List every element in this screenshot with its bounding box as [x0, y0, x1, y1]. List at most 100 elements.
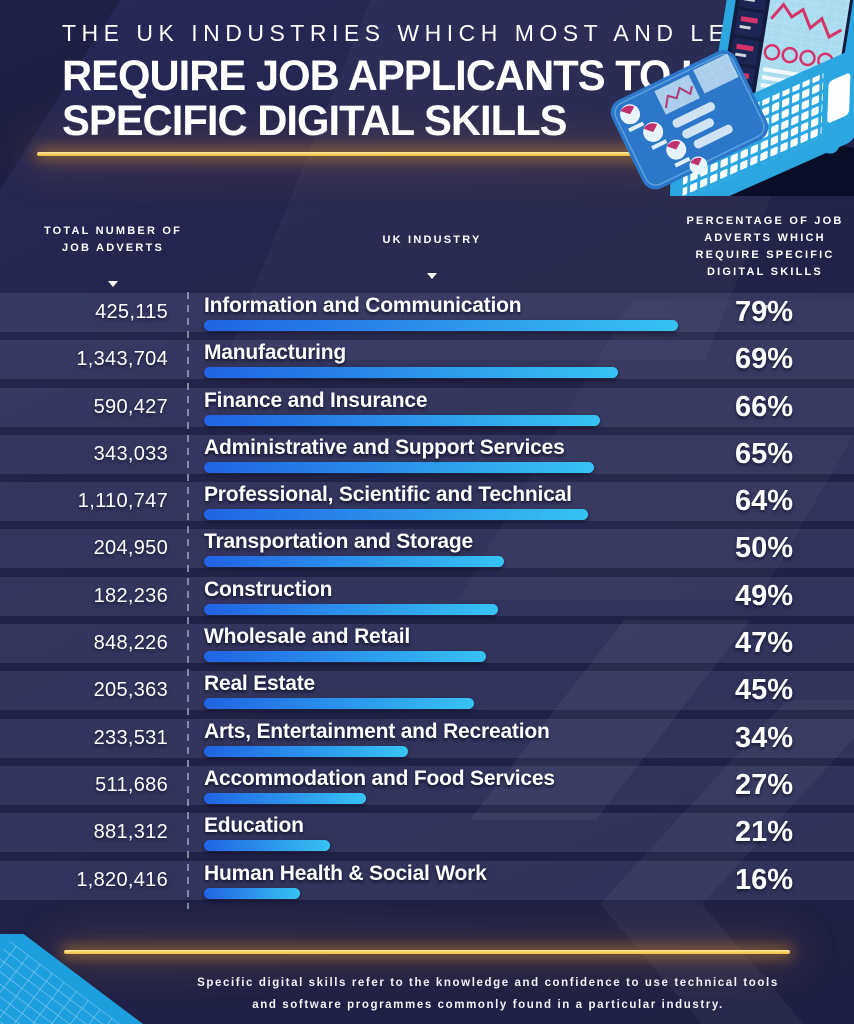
row-industry: Transportation and Storage	[204, 529, 504, 568]
row-band: 1,110,747 Professional, Scientific and T…	[0, 482, 854, 522]
row-bar	[204, 698, 474, 710]
row-adverts-value: 182,236	[93, 584, 168, 607]
page-title-line2: SPECIFIC DIGITAL SKILLS	[62, 96, 567, 145]
gold-divider-top	[37, 152, 745, 156]
row-percent-value: 16%	[735, 863, 794, 896]
column-header-percentage: PERCENTAGE OF JOB ADVERTS WHICH REQUIRE …	[660, 196, 854, 328]
row-bar	[204, 414, 600, 426]
row-industry-label: Professional, Scientific and Technical	[204, 483, 572, 507]
column-header-percentage-label: PERCENTAGE OF JOB ADVERTS WHICH REQUIRE …	[686, 215, 844, 279]
page-title: REQUIRE JOB APPLICANTS TO HAVE SPECIFIC …	[62, 52, 791, 145]
row-bar	[204, 367, 618, 379]
row-adverts-value: 1,343,704	[76, 348, 168, 371]
row-industry: Wholesale and Retail	[204, 624, 486, 663]
row-band: 881,312 Education 21%	[0, 813, 854, 853]
row-industry-label: Information and Communication	[204, 294, 522, 317]
table-row: 343,033 Administrative and Support Servi…	[0, 434, 854, 482]
column-header-industry: UK INDUSTRY	[332, 215, 532, 296]
row-band: 590,427 Finance and Insurance 66%	[0, 387, 854, 427]
table-row: 204,950 Transportation and Storage 50%	[0, 529, 854, 576]
row-bar	[204, 320, 678, 331]
title-kicker: THE UK INDUSTRIES WHICH MOST AND LEAST	[62, 20, 791, 46]
row-adverts-value: 1,820,416	[76, 868, 168, 891]
sort-arrow-icon	[760, 305, 770, 312]
row-industry-label: Administrative and Support Services	[204, 435, 565, 459]
row-bar	[204, 651, 486, 663]
sort-arrow-icon	[108, 281, 118, 288]
row-band: 204,950 Transportation and Storage 50%	[0, 529, 854, 569]
table-row: 1,110,747 Professional, Scientific and T…	[0, 482, 854, 529]
row-industry: Real Estate	[204, 671, 474, 710]
table-row: 425,115 Information and Communication 79…	[0, 293, 854, 340]
row-band: 425,115 Information and Communication 79…	[0, 293, 854, 332]
row-adverts-value: 590,427	[93, 395, 168, 418]
row-industry-label: Finance and Insurance	[204, 388, 428, 412]
row-adverts-value: 1,110,747	[77, 490, 168, 513]
row-industry: Human Health & Social Work	[204, 861, 487, 900]
rows: 425,115 Information and Communication 79…	[0, 293, 854, 908]
row-industry: Construction	[204, 577, 498, 616]
title-block: THE UK INDUSTRIES WHICH MOST AND LEAST R…	[62, 20, 812, 143]
row-band: 1,343,704 Manufacturing 69%	[0, 340, 854, 380]
row-industry: Manufacturing	[204, 340, 618, 379]
row-bar	[204, 509, 588, 521]
row-bar	[204, 745, 408, 757]
row-industry: Professional, Scientific and Technical	[204, 482, 588, 521]
row-industry-label: Manufacturing	[204, 341, 347, 365]
row-industry-label: Arts, Entertainment and Recreation	[204, 719, 550, 743]
row-percent-value: 34%	[735, 721, 794, 754]
row-bar	[204, 556, 504, 568]
row-percent-value: 65%	[735, 437, 794, 470]
row-percent-value: 69%	[735, 343, 794, 376]
gold-divider-bottom	[64, 950, 790, 954]
row-adverts-value: 204,950	[93, 537, 168, 560]
row-industry: Finance and Insurance	[204, 388, 600, 427]
table-row: 848,226 Wholesale and Retail 47%	[0, 624, 854, 671]
row-industry-label: Wholesale and Retail	[204, 625, 411, 649]
row-industry-label: Accommodation and Food Services	[204, 766, 555, 790]
row-percent-value: 47%	[735, 627, 794, 660]
row-band: 182,236 Construction 49%	[0, 576, 854, 616]
table-row: 233,531 Arts, Entertainment and Recreati…	[0, 718, 854, 766]
table-row: 881,312 Education 21%	[0, 813, 854, 860]
row-industry: Education	[204, 813, 330, 852]
column-header-adverts-label: TOTAL NUMBER OF JOB ADVERTS	[43, 225, 183, 255]
chart-markers	[0, 1001, 91, 1024]
row-bar	[204, 603, 498, 615]
row-bar	[204, 887, 300, 899]
row-percent-value: 64%	[735, 485, 794, 518]
row-band: 233,531 Arts, Entertainment and Recreati…	[0, 718, 854, 758]
row-percent-value: 50%	[735, 532, 794, 565]
row-industry-label: Real Estate	[204, 672, 316, 696]
dashed-column-divider	[187, 292, 189, 909]
row-industry-label: Education	[204, 814, 304, 838]
row-band: 848,226 Wholesale and Retail 47%	[0, 624, 854, 664]
row-industry-label: Transportation and Storage	[204, 530, 473, 554]
row-industry: Information and Communication	[204, 293, 678, 332]
column-header-industry-label: UK INDUSTRY	[382, 234, 482, 247]
table-row: 590,427 Finance and Insurance 66%	[0, 387, 854, 435]
row-adverts-value: 343,033	[93, 442, 168, 465]
row-adverts-value: 205,363	[93, 679, 168, 702]
row-adverts-value: 848,226	[93, 632, 168, 655]
row-band: 1,820,416 Human Health & Social Work 16%	[0, 860, 854, 900]
row-percent-value: 27%	[735, 768, 794, 801]
table-row: 1,343,704 Manufacturing 69%	[0, 340, 854, 387]
row-percent-value: 66%	[735, 390, 794, 423]
table-row: 511,686 Accommodation and Food Services …	[0, 765, 854, 813]
table-row: 182,236 Construction 49%	[0, 576, 854, 624]
row-percent-value: 45%	[735, 674, 794, 707]
row-industry: Accommodation and Food Services	[204, 766, 555, 805]
line-chart-icon	[0, 1019, 103, 1024]
row-industry: Administrative and Support Services	[204, 435, 594, 474]
row-percent-value: 79%	[735, 296, 794, 328]
sort-arrow-icon	[427, 273, 437, 280]
row-adverts-value: 881,312	[93, 821, 168, 844]
page-title-line1: REQUIRE JOB APPLICANTS TO HAVE	[62, 52, 791, 100]
table-row: 1,820,416 Human Health & Social Work 16%	[0, 860, 854, 908]
table-row: 205,363 Real Estate 45%	[0, 671, 854, 718]
row-adverts-value: 233,531	[93, 726, 168, 749]
row-band: 205,363 Real Estate 45%	[0, 671, 854, 711]
footer-note: Specific digital skills refer to the kno…	[197, 977, 779, 1012]
